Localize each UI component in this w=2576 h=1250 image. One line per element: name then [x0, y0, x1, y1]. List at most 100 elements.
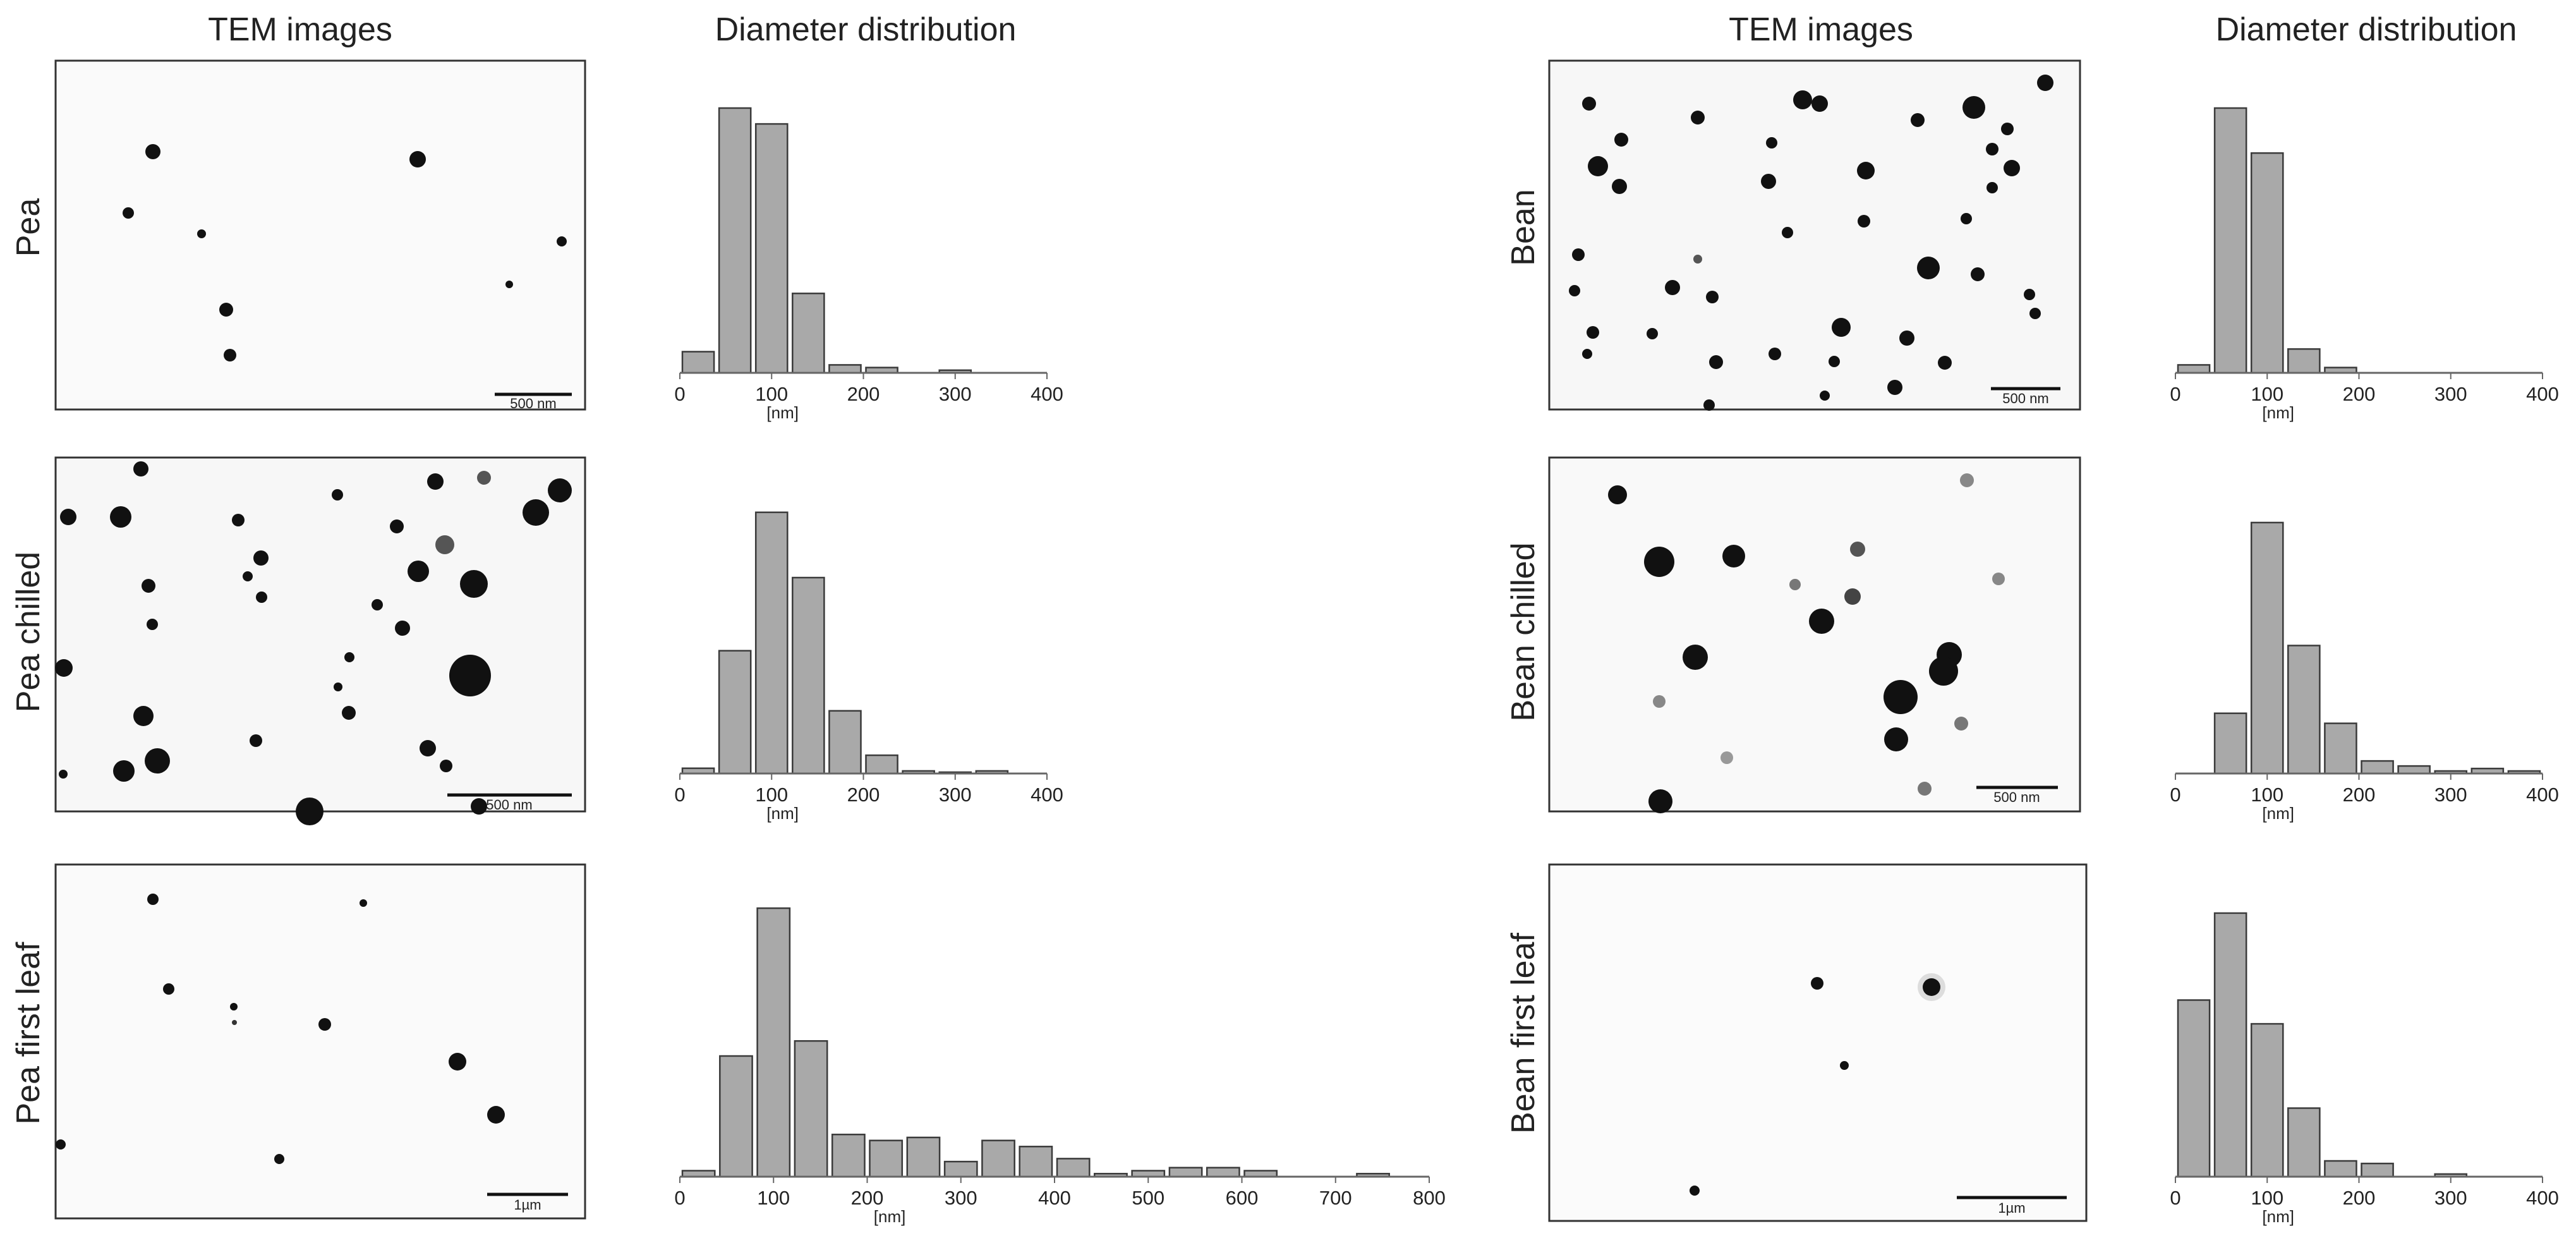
x-tick-label: 400: [2526, 1187, 2559, 1209]
tem-image-pea-chilled: 500 nm: [54, 456, 586, 825]
x-tick-label: 400: [1031, 383, 1063, 405]
histogram-bar: [1019, 1146, 1053, 1178]
histogram-bar: [756, 907, 791, 1178]
histogram-bean-first-leaf: 0 100 200 300 400 [nm]: [2170, 912, 2559, 1226]
row-label-pea-first-leaf: Pea first leaf: [10, 942, 47, 1125]
histogram-bar: [754, 123, 789, 374]
histogram-bar: [828, 710, 862, 775]
x-tick-label: 300: [2434, 383, 2467, 405]
x-tick-label: 0: [2170, 383, 2180, 405]
scale-bar-label: 1µm: [514, 1197, 541, 1213]
histogram-bar: [2361, 1162, 2394, 1178]
x-tick-label: 400: [2526, 383, 2559, 405]
x-tick-label: 200: [847, 383, 880, 405]
histogram-bar: [2324, 722, 2357, 775]
histogram-bar: [2361, 760, 2394, 775]
row-label-pea: Pea: [10, 198, 47, 257]
histogram-bar: [2250, 1022, 2284, 1178]
x-tick-label: 300: [2434, 784, 2467, 806]
histogram-bean: 0 100 200 300 400 [nm]: [2170, 107, 2559, 422]
x-axis-unit-label: [nm]: [2262, 804, 2294, 823]
histogram-bar: [792, 576, 825, 775]
histogram-bar: [718, 650, 752, 775]
histogram-bar: [2213, 912, 2247, 1178]
histogram-bar: [1168, 1167, 1203, 1178]
scale-bar-label: 500 nm: [2002, 391, 2048, 406]
x-tick-label: 400: [1038, 1187, 1071, 1209]
histogram-bean-chilled: 0 100 200 300 400 [nm]: [2170, 521, 2559, 823]
histogram-bar: [2177, 364, 2211, 374]
row-label-pea-chilled: Pea chilled: [10, 552, 47, 712]
histogram-bar: [865, 754, 898, 775]
x-tick-label: 100: [2251, 383, 2283, 405]
tem-image-bean-first-leaf: 1µm: [1548, 863, 2088, 1222]
histogram-bar: [2324, 1160, 2357, 1178]
histogram-bar: [1056, 1158, 1091, 1178]
x-tick-label: 0: [674, 784, 685, 806]
histogram-bar: [681, 351, 715, 374]
x-tick-label: 200: [2343, 1187, 2376, 1209]
x-tick-label: 100: [755, 784, 788, 806]
x-tick-label: 0: [2170, 784, 2180, 806]
x-axis-unit-label: [nm]: [874, 1207, 906, 1226]
x-axis-unit-label: [nm]: [2262, 403, 2294, 422]
header-left-distribution: Diameter distribution: [715, 11, 1017, 48]
x-tick-label: 300: [2434, 1187, 2467, 1209]
x-tick-label: 0: [2170, 1187, 2180, 1209]
x-tick-label: 0: [674, 1187, 685, 1209]
x-tick-label: 600: [1226, 1187, 1259, 1209]
scale-bar-label: 500 nm: [486, 797, 532, 813]
x-tick-label: 100: [2251, 784, 2283, 806]
histogram-bar: [828, 364, 862, 374]
x-axis-unit-label: [nm]: [766, 403, 799, 422]
x-tick-label: 100: [757, 1187, 790, 1209]
histogram-bar: [794, 1040, 828, 1178]
x-tick-label: 400: [1031, 784, 1063, 806]
x-tick-label: 500: [1132, 1187, 1164, 1209]
histogram-bar: [2287, 348, 2321, 374]
histogram-bar: [831, 1133, 866, 1178]
x-tick-label: 200: [847, 784, 880, 806]
histogram-bar: [943, 1160, 978, 1178]
histogram-bar: [1206, 1167, 1240, 1178]
histogram-bar: [906, 1136, 941, 1178]
histogram-bar: [2250, 152, 2284, 374]
x-tick-label: 300: [939, 784, 972, 806]
histogram-bar: [2397, 765, 2431, 775]
tem-image-bean: 500 nm: [1548, 59, 2081, 411]
histogram-bar: [869, 1139, 904, 1178]
tem-image-bean-chilled: 500 nm: [1548, 456, 2081, 813]
x-tick-label: 400: [2526, 784, 2559, 806]
header-left-tem: TEM images: [208, 11, 392, 48]
x-tick-label: 300: [939, 383, 972, 405]
histogram-bar: [2213, 107, 2247, 374]
histogram-bar: [792, 293, 825, 374]
scale-bar-label: 500 nm: [510, 396, 556, 411]
histogram-bar: [2213, 712, 2247, 775]
histogram-bar: [2287, 645, 2321, 775]
histogram-bar: [2177, 999, 2211, 1178]
row-label-bean-first-leaf: Bean first leaf: [1505, 932, 1542, 1133]
x-tick-label: 200: [851, 1187, 884, 1209]
histogram-pea: 0 100 200 300 400 [nm]: [674, 107, 1063, 422]
header-right-distribution: Diameter distribution: [2216, 11, 2517, 48]
tem-image-pea: 500 nm: [54, 59, 586, 411]
histogram-bar: [754, 511, 789, 775]
histogram-bar: [2250, 521, 2284, 775]
x-axis-unit-label: [nm]: [2262, 1207, 2294, 1226]
histogram-bar: [719, 1055, 753, 1178]
tem-image-pea-first-leaf: 1µm: [54, 863, 586, 1220]
x-tick-label: 700: [1319, 1187, 1352, 1209]
scale-bar-label: 1µm: [1998, 1200, 2025, 1216]
x-tick-label: 0: [674, 383, 685, 405]
histogram-bar: [981, 1139, 1015, 1178]
row-label-bean-chilled: Bean chilled: [1505, 542, 1542, 721]
histogram-bar: [718, 107, 752, 374]
x-tick-label: 100: [755, 383, 788, 405]
histogram-pea-first-leaf: 0 100 200 300 400 500 600 700 800 [nm]: [674, 907, 1446, 1226]
x-tick-label: 300: [945, 1187, 977, 1209]
x-tick-label: 200: [2343, 383, 2376, 405]
x-axis-unit-label: [nm]: [766, 804, 799, 823]
scale-bar-label: 500 nm: [1993, 789, 2040, 805]
